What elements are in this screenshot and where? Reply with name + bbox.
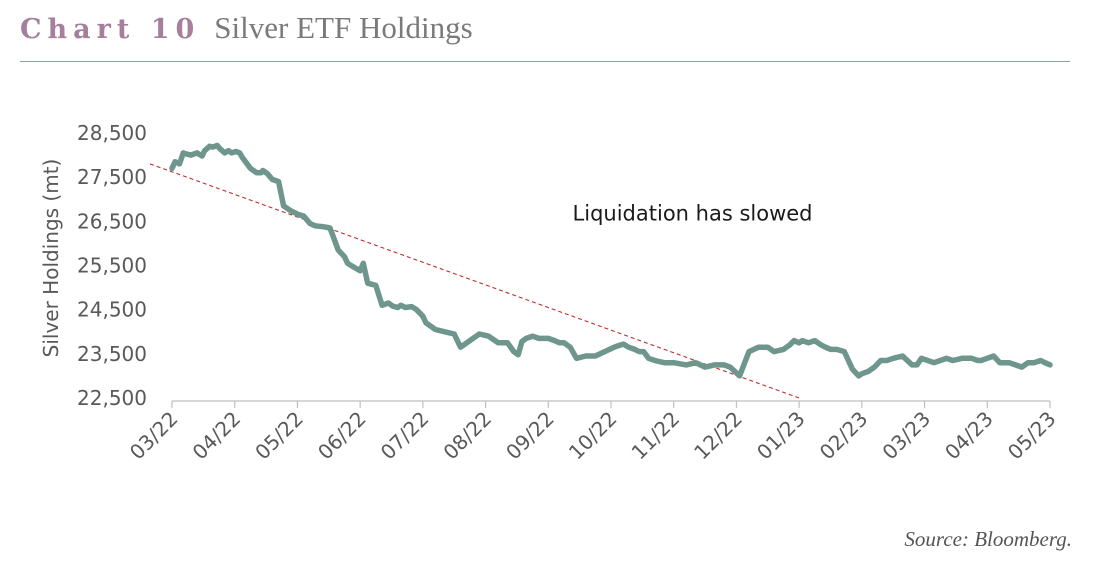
- chart-annotation: Liquidation has slowed: [573, 202, 813, 226]
- x-tick-label: 09/22: [501, 407, 559, 465]
- x-tick-label: 06/22: [313, 407, 371, 465]
- x-tick-label: 04/23: [940, 407, 998, 465]
- y-tick-label: 24,500: [77, 298, 147, 322]
- x-tick-label: 01/23: [752, 407, 810, 465]
- y-tick-label: 28,500: [77, 121, 147, 145]
- x-tick-label: 05/23: [1003, 407, 1061, 465]
- series-layer: [149, 142, 1053, 399]
- x-tick-label: 03/23: [877, 407, 935, 465]
- x-tick-label: 11/22: [627, 407, 685, 465]
- x-tick-label: 12/22: [689, 407, 747, 465]
- y-tick-label: 26,500: [77, 209, 147, 233]
- y-axis-label: Silver Holdings (mt): [39, 159, 63, 358]
- y-tick-label: 23,500: [77, 342, 147, 366]
- y-tick-label: 27,500: [77, 165, 147, 189]
- title-rule: [20, 61, 1070, 62]
- x-tick-label: 03/22: [125, 407, 183, 465]
- x-tick-label: 04/22: [188, 407, 246, 465]
- chart-title: Silver ETF Holdings: [214, 10, 473, 45]
- y-tick-label: 25,500: [77, 254, 147, 278]
- x-tick-label: 07/22: [376, 407, 434, 465]
- trend-line: [149, 163, 800, 399]
- y-axis: 22,500 23,500 24,500 25,500 26,500 27,500 28,5…: [77, 121, 147, 410]
- x-tick-label: 08/22: [438, 407, 496, 465]
- chart-number: Chart 10: [20, 14, 201, 45]
- x-tick-label: 05/22: [250, 407, 308, 465]
- x-tick-label: 02/23: [815, 407, 873, 465]
- source-note: Source: Bloomberg.: [904, 527, 1072, 551]
- y-tick-label: 22,500: [77, 386, 147, 410]
- chart-header: Chart 10 Silver ETF Holdings: [20, 10, 473, 54]
- x-axis: 03/22 04/22 05/22 06/22 07/22 08/22 09/22 10/22…: [125, 400, 1061, 465]
- holdings-series-line: [169, 142, 1053, 379]
- x-tick-label: 10/22: [564, 407, 622, 465]
